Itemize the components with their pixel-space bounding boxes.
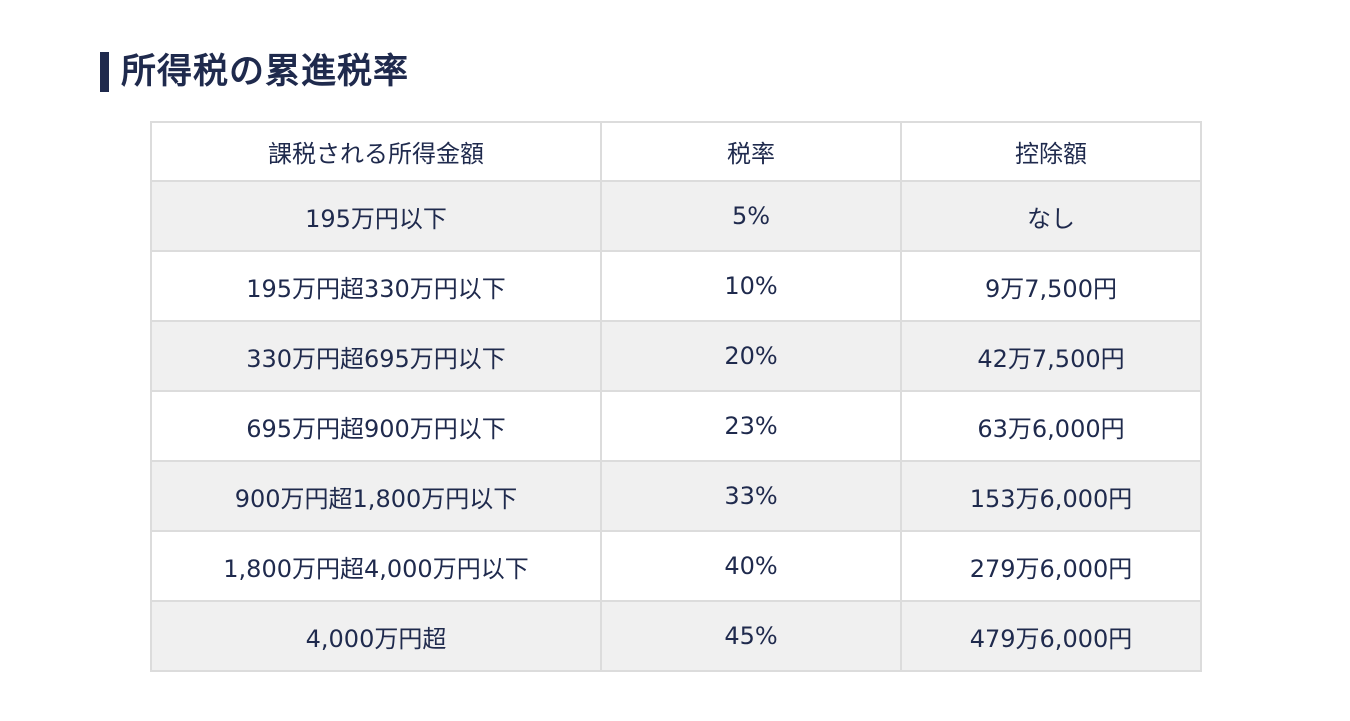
cell-deduction: 42万7,500円	[900, 320, 1202, 392]
table-row: 330万円超695万円以下 20% 42万7,500円	[150, 320, 1202, 392]
table-row: 1,800万円超4,000万円以下 40% 279万6,000円	[150, 530, 1202, 602]
cell-deduction: 9万7,500円	[900, 250, 1202, 322]
cell-income-bracket: 1,800万円超4,000万円以下	[150, 530, 602, 602]
cell-income-bracket: 4,000万円超	[150, 600, 602, 672]
table-row: 195万円超330万円以下 10% 9万7,500円	[150, 250, 1202, 322]
cell-deduction: 479万6,000円	[900, 600, 1202, 672]
cell-deduction: なし	[900, 180, 1202, 252]
cell-tax-rate: 40%	[600, 530, 902, 602]
cell-tax-rate: 20%	[600, 320, 902, 392]
table-header-row: 課税される所得金額 税率 控除額	[150, 121, 1202, 182]
table-row: 195万円以下 5% なし	[150, 180, 1202, 252]
page-title: 所得税の累進税率	[121, 52, 410, 92]
cell-deduction: 279万6,000円	[900, 530, 1202, 602]
cell-deduction: 63万6,000円	[900, 390, 1202, 462]
cell-deduction: 153万6,000円	[900, 460, 1202, 532]
table-row: 695万円超900万円以下 23% 63万6,000円	[150, 390, 1202, 462]
header-taxable-income: 課税される所得金額	[150, 121, 602, 182]
cell-tax-rate: 5%	[600, 180, 902, 252]
header-tax-rate: 税率	[600, 121, 902, 182]
table-row: 4,000万円超 45% 479万6,000円	[150, 600, 1202, 672]
heading-accent-bar	[100, 52, 109, 92]
section-heading: 所得税の累進税率	[100, 50, 409, 94]
cell-income-bracket: 330万円超695万円以下	[150, 320, 602, 392]
cell-income-bracket: 900万円超1,800万円以下	[150, 460, 602, 532]
cell-tax-rate: 23%	[600, 390, 902, 462]
cell-income-bracket: 195万円以下	[150, 180, 602, 252]
cell-tax-rate: 10%	[600, 250, 902, 322]
header-deduction: 控除額	[900, 121, 1202, 182]
cell-tax-rate: 33%	[600, 460, 902, 532]
tax-rate-table: 課税される所得金額 税率 控除額 195万円以下 5% なし 195万円超330…	[150, 121, 1202, 672]
cell-income-bracket: 195万円超330万円以下	[150, 250, 602, 322]
cell-income-bracket: 695万円超900万円以下	[150, 390, 602, 462]
cell-tax-rate: 45%	[600, 600, 902, 672]
table-row: 900万円超1,800万円以下 33% 153万6,000円	[150, 460, 1202, 532]
